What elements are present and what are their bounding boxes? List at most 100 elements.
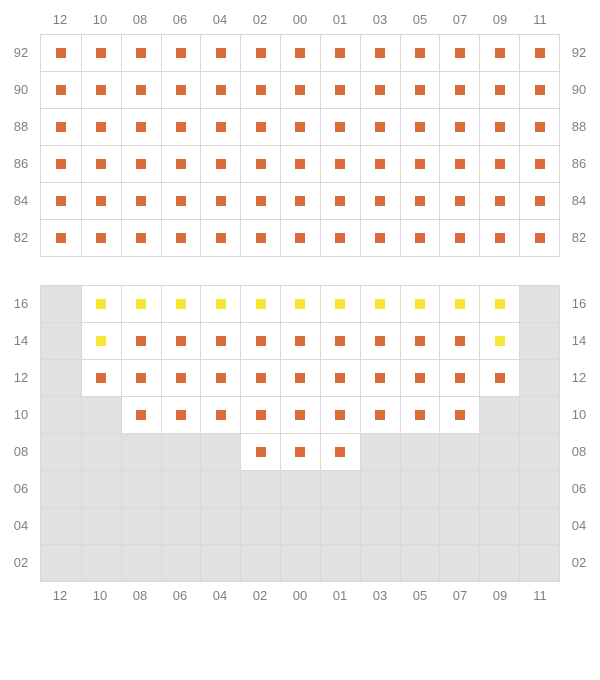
seat-cell[interactable] bbox=[240, 360, 280, 396]
seat-cell[interactable] bbox=[200, 72, 240, 108]
seat-cell[interactable] bbox=[81, 323, 121, 359]
seat-cell[interactable] bbox=[200, 109, 240, 145]
seat-cell[interactable] bbox=[360, 220, 400, 256]
seat-cell[interactable] bbox=[400, 35, 440, 71]
seat-cell[interactable] bbox=[400, 109, 440, 145]
seat-cell[interactable] bbox=[360, 323, 400, 359]
seat-cell[interactable] bbox=[240, 109, 280, 145]
seat-cell[interactable] bbox=[280, 360, 320, 396]
seat-cell[interactable] bbox=[280, 183, 320, 219]
seat-cell[interactable] bbox=[240, 397, 280, 433]
seat-cell[interactable] bbox=[280, 286, 320, 322]
seat-cell[interactable] bbox=[360, 146, 400, 182]
seat-cell[interactable] bbox=[400, 323, 440, 359]
seat-cell[interactable] bbox=[81, 183, 121, 219]
seat-cell[interactable] bbox=[439, 35, 479, 71]
seat-cell[interactable] bbox=[280, 72, 320, 108]
seat-cell[interactable] bbox=[240, 434, 280, 470]
seat-cell[interactable] bbox=[240, 220, 280, 256]
seat-cell[interactable] bbox=[280, 434, 320, 470]
seat-cell[interactable] bbox=[280, 146, 320, 182]
seat-cell[interactable] bbox=[280, 109, 320, 145]
seat-cell[interactable] bbox=[320, 360, 360, 396]
seat-cell[interactable] bbox=[200, 360, 240, 396]
seat-cell[interactable] bbox=[519, 109, 559, 145]
seat-cell[interactable] bbox=[121, 146, 161, 182]
seat-cell[interactable] bbox=[439, 220, 479, 256]
seat-cell[interactable] bbox=[161, 323, 201, 359]
seat-cell[interactable] bbox=[41, 183, 81, 219]
seat-cell[interactable] bbox=[280, 323, 320, 359]
seat-cell[interactable] bbox=[161, 286, 201, 322]
seat-cell[interactable] bbox=[81, 72, 121, 108]
seat-cell[interactable] bbox=[161, 146, 201, 182]
seat-cell[interactable] bbox=[320, 72, 360, 108]
seat-cell[interactable] bbox=[400, 286, 440, 322]
seat-cell[interactable] bbox=[200, 146, 240, 182]
seat-cell[interactable] bbox=[280, 35, 320, 71]
seat-cell[interactable] bbox=[439, 109, 479, 145]
seat-cell[interactable] bbox=[121, 183, 161, 219]
seat-cell[interactable] bbox=[41, 109, 81, 145]
seat-cell[interactable] bbox=[161, 397, 201, 433]
seat-cell[interactable] bbox=[200, 323, 240, 359]
seat-cell[interactable] bbox=[360, 72, 400, 108]
seat-cell[interactable] bbox=[200, 286, 240, 322]
seat-cell[interactable] bbox=[81, 360, 121, 396]
seat-cell[interactable] bbox=[320, 109, 360, 145]
seat-cell[interactable] bbox=[161, 35, 201, 71]
seat-cell[interactable] bbox=[240, 146, 280, 182]
seat-cell[interactable] bbox=[360, 397, 400, 433]
seat-cell[interactable] bbox=[479, 35, 519, 71]
seat-cell[interactable] bbox=[240, 183, 280, 219]
seat-cell[interactable] bbox=[360, 109, 400, 145]
seat-cell[interactable] bbox=[479, 183, 519, 219]
seat-cell[interactable] bbox=[320, 397, 360, 433]
seat-cell[interactable] bbox=[161, 220, 201, 256]
seat-cell[interactable] bbox=[161, 109, 201, 145]
seat-cell[interactable] bbox=[161, 72, 201, 108]
seat-cell[interactable] bbox=[81, 220, 121, 256]
seat-cell[interactable] bbox=[400, 360, 440, 396]
seat-cell[interactable] bbox=[439, 397, 479, 433]
seat-cell[interactable] bbox=[240, 323, 280, 359]
seat-cell[interactable] bbox=[240, 72, 280, 108]
seat-cell[interactable] bbox=[121, 397, 161, 433]
seat-cell[interactable] bbox=[200, 220, 240, 256]
seat-cell[interactable] bbox=[41, 72, 81, 108]
seat-cell[interactable] bbox=[320, 286, 360, 322]
seat-cell[interactable] bbox=[439, 146, 479, 182]
seat-cell[interactable] bbox=[519, 35, 559, 71]
seat-cell[interactable] bbox=[121, 360, 161, 396]
seat-cell[interactable] bbox=[81, 35, 121, 71]
seat-cell[interactable] bbox=[479, 360, 519, 396]
seat-cell[interactable] bbox=[439, 360, 479, 396]
seat-cell[interactable] bbox=[400, 146, 440, 182]
seat-cell[interactable] bbox=[360, 286, 400, 322]
seat-cell[interactable] bbox=[479, 146, 519, 182]
seat-cell[interactable] bbox=[200, 397, 240, 433]
seat-cell[interactable] bbox=[81, 286, 121, 322]
seat-cell[interactable] bbox=[81, 146, 121, 182]
seat-cell[interactable] bbox=[121, 109, 161, 145]
seat-cell[interactable] bbox=[121, 286, 161, 322]
seat-cell[interactable] bbox=[320, 323, 360, 359]
seat-cell[interactable] bbox=[121, 323, 161, 359]
seat-cell[interactable] bbox=[439, 72, 479, 108]
seat-cell[interactable] bbox=[280, 397, 320, 433]
seat-cell[interactable] bbox=[400, 183, 440, 219]
seat-cell[interactable] bbox=[121, 72, 161, 108]
seat-cell[interactable] bbox=[519, 220, 559, 256]
seat-cell[interactable] bbox=[519, 72, 559, 108]
seat-cell[interactable] bbox=[479, 72, 519, 108]
seat-cell[interactable] bbox=[41, 146, 81, 182]
seat-cell[interactable] bbox=[200, 183, 240, 219]
seat-cell[interactable] bbox=[479, 220, 519, 256]
seat-cell[interactable] bbox=[479, 109, 519, 145]
seat-cell[interactable] bbox=[400, 220, 440, 256]
seat-cell[interactable] bbox=[519, 183, 559, 219]
seat-cell[interactable] bbox=[240, 35, 280, 71]
seat-cell[interactable] bbox=[121, 35, 161, 71]
seat-cell[interactable] bbox=[400, 397, 440, 433]
seat-cell[interactable] bbox=[439, 323, 479, 359]
